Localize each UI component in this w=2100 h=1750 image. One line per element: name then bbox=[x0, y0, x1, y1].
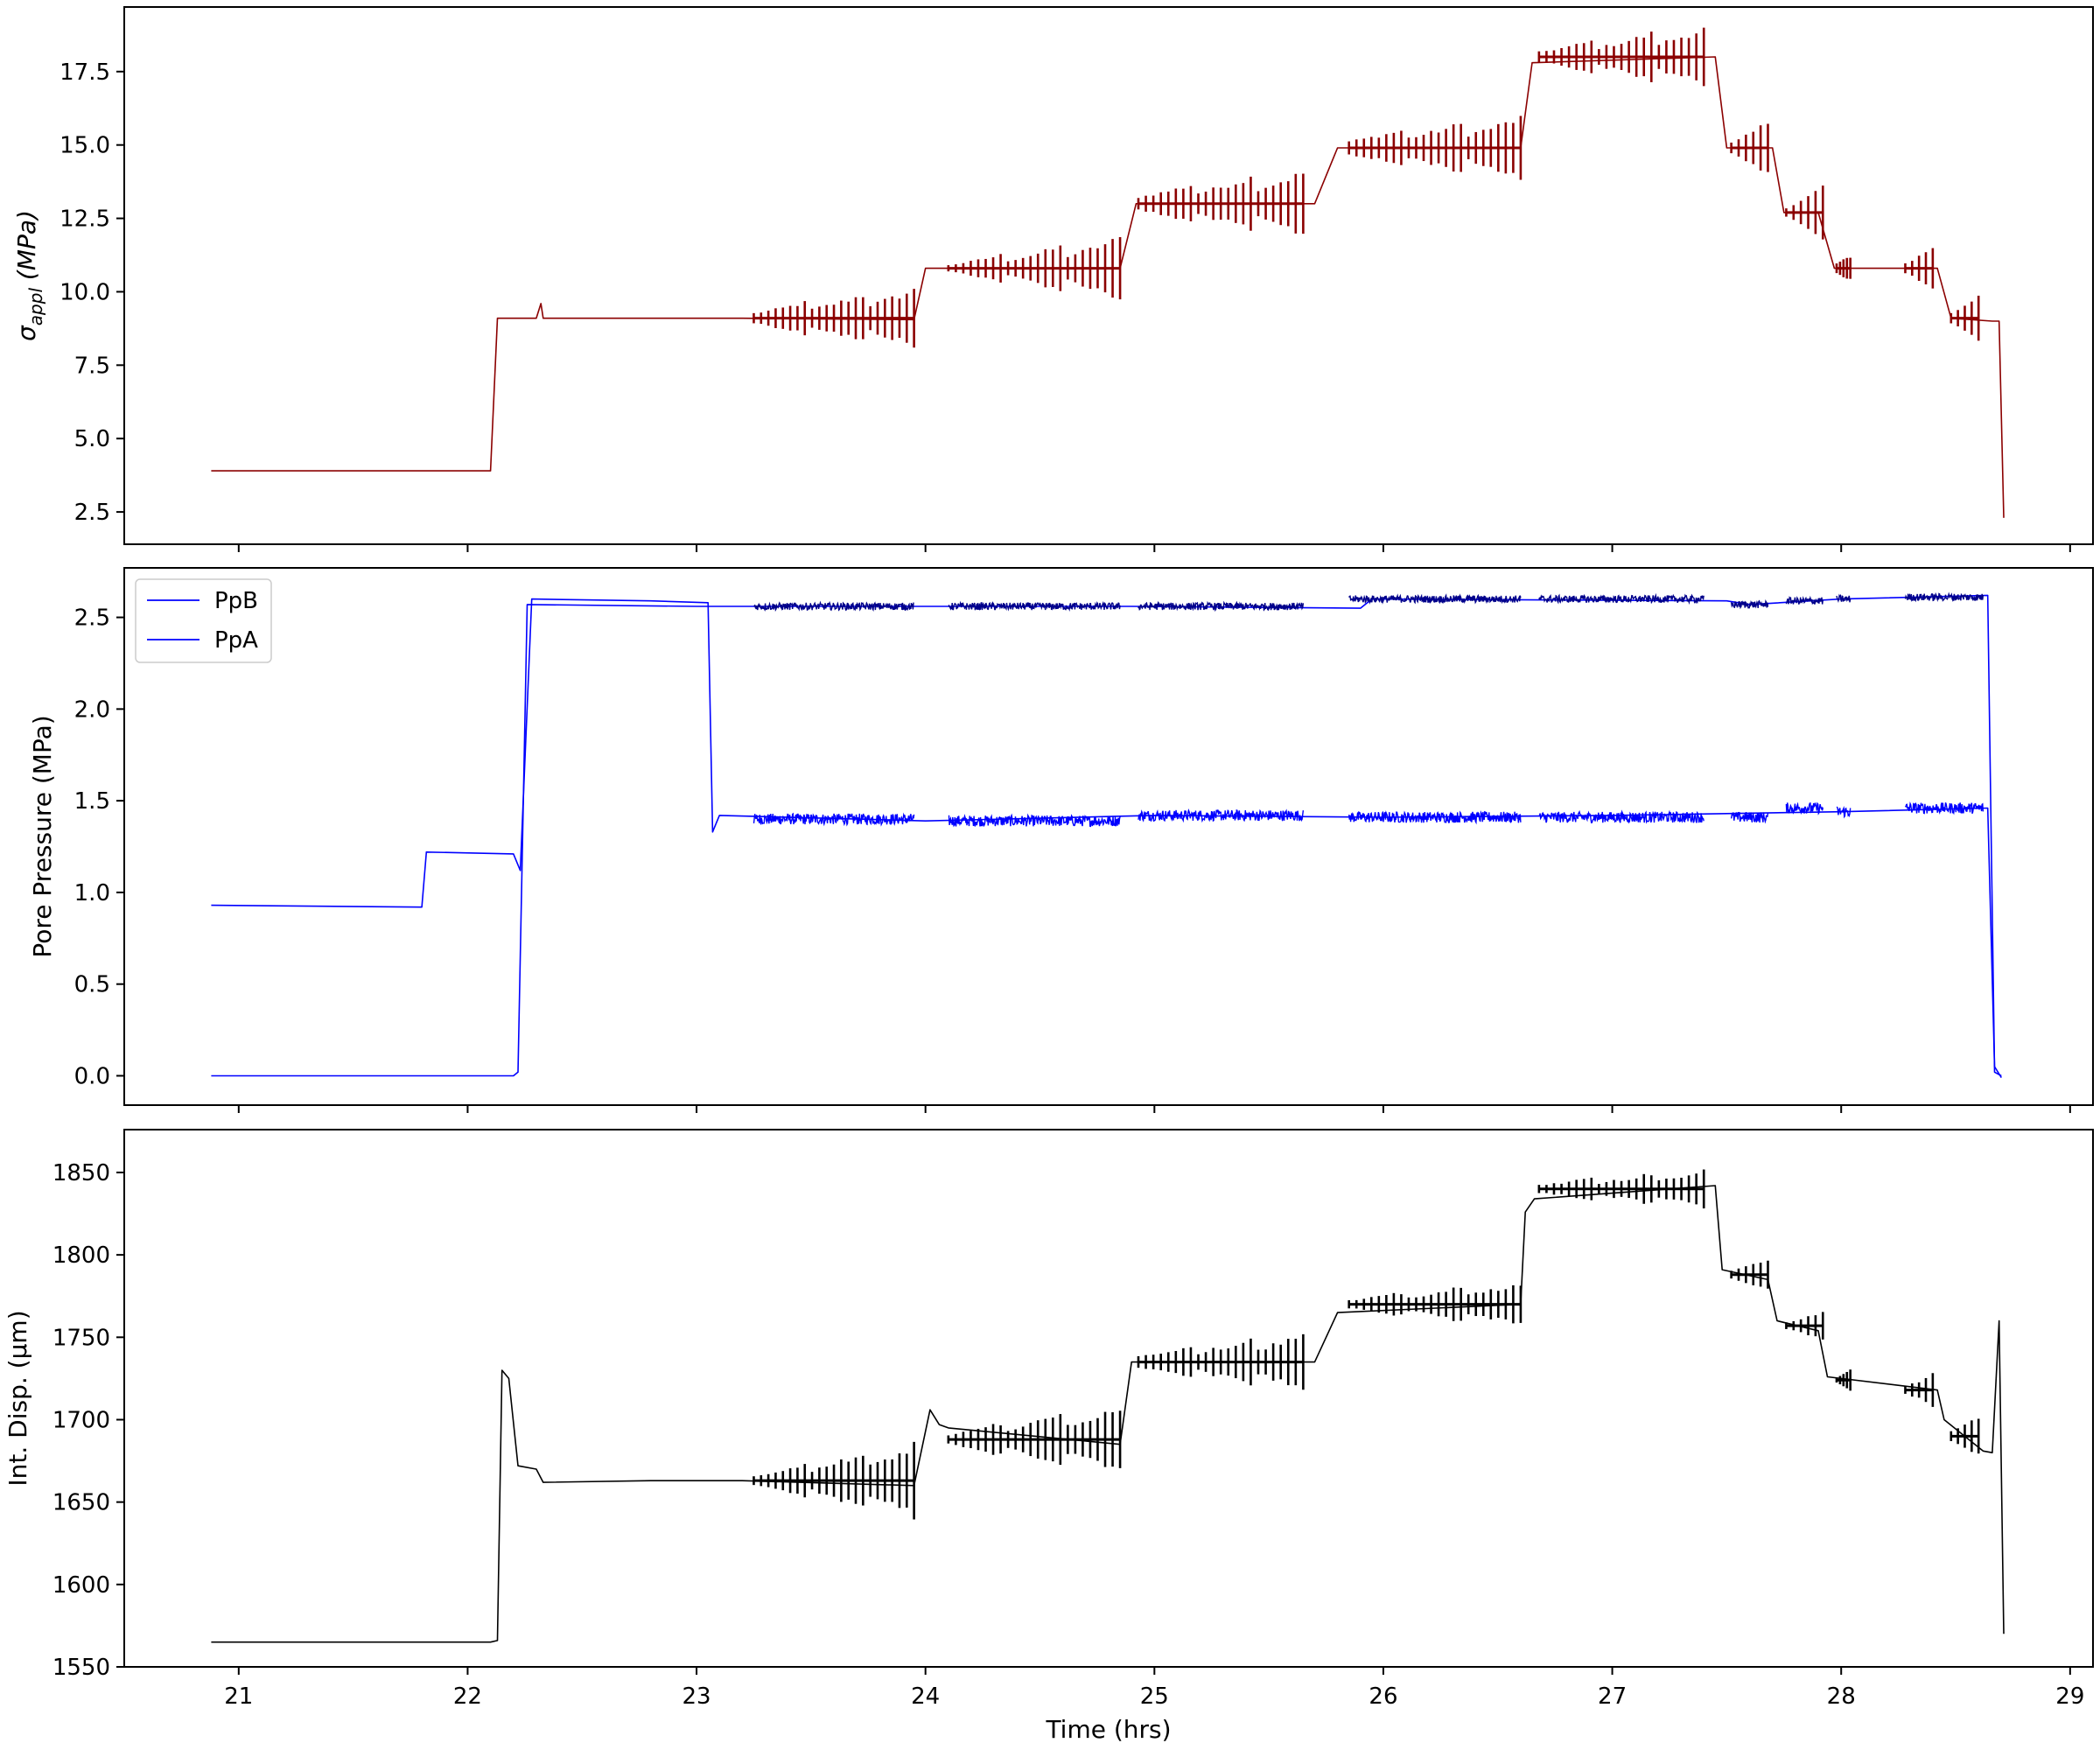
pore-pressure-y-tick-label: 1.5 bbox=[74, 788, 110, 815]
pore-pressure-panel: 0.0 0.5 1.0 1.5 2.0 2.5 Pore Pressure (MPa) P… bbox=[28, 567, 2094, 1113]
stress-y-ticks: 2.5 5.0 7.5 10.0 12.5 15.0 17.5 bbox=[60, 60, 124, 526]
displacement-x-tick-label: 29 bbox=[2055, 1684, 2084, 1710]
pore-pressure-noise-band-ppb bbox=[1730, 599, 1769, 610]
stress-oscillation-burst bbox=[1785, 186, 1824, 240]
pore-pressure-series bbox=[211, 592, 2002, 1079]
stress-y-tick-label: 15.0 bbox=[60, 133, 110, 159]
stress-y-tick-label: 12.5 bbox=[60, 206, 110, 233]
displacement-oscillation-burst bbox=[1348, 1284, 1522, 1324]
displacement-x-tick-label: 27 bbox=[1598, 1684, 1627, 1710]
legend-label-ppb: PpB bbox=[214, 588, 258, 614]
displacement-y-ticks: 1550 1600 1650 1700 1750 1800 1850 bbox=[52, 1160, 124, 1681]
pore-pressure-y-tick-label: 1.0 bbox=[74, 880, 110, 906]
displacement-y-tick-label: 1550 bbox=[52, 1655, 110, 1681]
pore-pressure-y-axis-label: Pore Pressure (MPa) bbox=[28, 715, 57, 957]
pore-pressure-y-tick-label: 2.0 bbox=[74, 696, 110, 723]
stress-y-axis-label: σappl (MPa) bbox=[12, 210, 46, 341]
pore-pressure-x-ticks bbox=[237, 1105, 2071, 1113]
stress-oscillation-burst bbox=[1537, 27, 1705, 87]
stress-plot-frame bbox=[123, 6, 2094, 545]
displacement-y-tick-label: 1700 bbox=[52, 1407, 110, 1433]
pore-pressure-series-line-ppa bbox=[211, 598, 2002, 1079]
stress-oscillation-burst bbox=[1904, 248, 1935, 289]
displacement-oscillation-burst bbox=[1904, 1373, 1935, 1407]
x-axis-label: Time (hrs) bbox=[1045, 1715, 1171, 1744]
displacement-x-ticks: 21 22 23 24 25 26 27 28 29 bbox=[224, 1667, 2084, 1710]
stress-y-tick-label: 5.0 bbox=[74, 426, 110, 452]
pore-pressure-y-tick-label: 0.0 bbox=[74, 1063, 110, 1089]
displacement-x-tick-label: 28 bbox=[1827, 1684, 1856, 1710]
displacement-series bbox=[211, 1169, 2005, 1643]
displacement-y-tick-label: 1750 bbox=[52, 1325, 110, 1351]
displacement-x-tick-label: 26 bbox=[1368, 1684, 1397, 1710]
pore-pressure-noise-band-ppb bbox=[1904, 592, 1984, 603]
displacement-oscillation-burst bbox=[1137, 1334, 1305, 1390]
stress-y-tick-label: 10.0 bbox=[60, 279, 110, 305]
displacement-oscillation-burst bbox=[947, 1410, 1122, 1468]
pore-pressure-noise-band-ppa bbox=[1138, 808, 1305, 823]
pore-pressure-y-ticks: 0.0 0.5 1.0 1.5 2.0 2.5 bbox=[74, 606, 124, 1089]
pore-pressure-noise-band-ppa bbox=[1730, 811, 1769, 824]
displacement-y-tick-label: 1600 bbox=[52, 1572, 110, 1599]
displacement-x-tick-label: 24 bbox=[911, 1684, 940, 1710]
pore-pressure-noise-band-ppa bbox=[752, 812, 915, 827]
displacement-oscillation-burst bbox=[1950, 1418, 1980, 1454]
displacement-oscillation-burst bbox=[1537, 1169, 1705, 1209]
pore-pressure-noise-band-ppb bbox=[1785, 595, 1824, 606]
displacement-plot-frame bbox=[123, 1129, 2094, 1668]
displacement-oscillation-burst bbox=[752, 1441, 915, 1520]
pore-pressure-noise-band-ppb bbox=[1138, 600, 1305, 612]
pore-pressure-plot-frame bbox=[123, 567, 2094, 1106]
pore-pressure-noise-band-ppb bbox=[1836, 593, 1852, 604]
pore-pressure-noise-band-ppb bbox=[948, 600, 1121, 612]
pore-pressure-y-tick-label: 0.5 bbox=[74, 972, 110, 998]
pore-pressure-noise-band-ppb bbox=[1348, 593, 1522, 605]
stress-oscillation-burst bbox=[947, 237, 1122, 300]
legend: PpB PpA bbox=[135, 578, 272, 663]
pore-pressure-noise-band-ppa bbox=[1904, 802, 1984, 816]
stress-y-tick-label: 2.5 bbox=[74, 500, 110, 526]
stress-x-ticks bbox=[237, 544, 2071, 552]
stress-series bbox=[211, 27, 2005, 518]
displacement-y-axis-label: Int. Disp. (μm) bbox=[4, 1310, 32, 1486]
displacement-y-tick-label: 1650 bbox=[52, 1490, 110, 1516]
stress-oscillation-burst bbox=[1730, 123, 1769, 172]
stress-oscillation-burst bbox=[1950, 295, 1980, 341]
displacement-x-tick-label: 23 bbox=[682, 1684, 711, 1710]
displacement-oscillation-burst bbox=[1785, 1312, 1824, 1340]
pore-pressure-noise-band-ppb bbox=[1538, 592, 1704, 606]
stress-panel: 2.5 5.0 7.5 10.0 12.5 15.0 17.5 σappl (MPa) bbox=[12, 6, 2094, 552]
pore-pressure-noise-band-ppa bbox=[948, 813, 1121, 828]
stress-y-tick-label: 17.5 bbox=[60, 60, 110, 86]
pore-pressure-noise-band-ppa bbox=[1348, 810, 1522, 825]
displacement-y-tick-label: 1850 bbox=[52, 1160, 110, 1186]
stress-oscillation-burst bbox=[1835, 257, 1852, 279]
pore-pressure-noise-band-ppa bbox=[1538, 809, 1704, 824]
pore-pressure-noise-band-ppa bbox=[1785, 802, 1824, 816]
displacement-oscillation-burst bbox=[1835, 1369, 1852, 1391]
pore-pressure-noise-band-ppb bbox=[753, 600, 914, 612]
displacement-y-tick-label: 1800 bbox=[52, 1242, 110, 1269]
stress-y-tick-label: 7.5 bbox=[74, 353, 110, 379]
displacement-x-tick-label: 25 bbox=[1140, 1684, 1169, 1710]
stress-oscillation-burst bbox=[752, 289, 915, 348]
stress-oscillation-burst bbox=[1348, 116, 1522, 180]
displacement-x-tick-label: 21 bbox=[224, 1684, 253, 1710]
displacement-oscillation-burst bbox=[1730, 1260, 1769, 1289]
displacement-x-tick-label: 22 bbox=[453, 1684, 482, 1710]
stress-oscillation-burst bbox=[1137, 173, 1305, 234]
legend-label-ppa: PpA bbox=[214, 627, 258, 654]
pore-pressure-noise-band-ppa bbox=[1836, 806, 1852, 819]
pore-pressure-y-tick-label: 2.5 bbox=[74, 606, 110, 632]
